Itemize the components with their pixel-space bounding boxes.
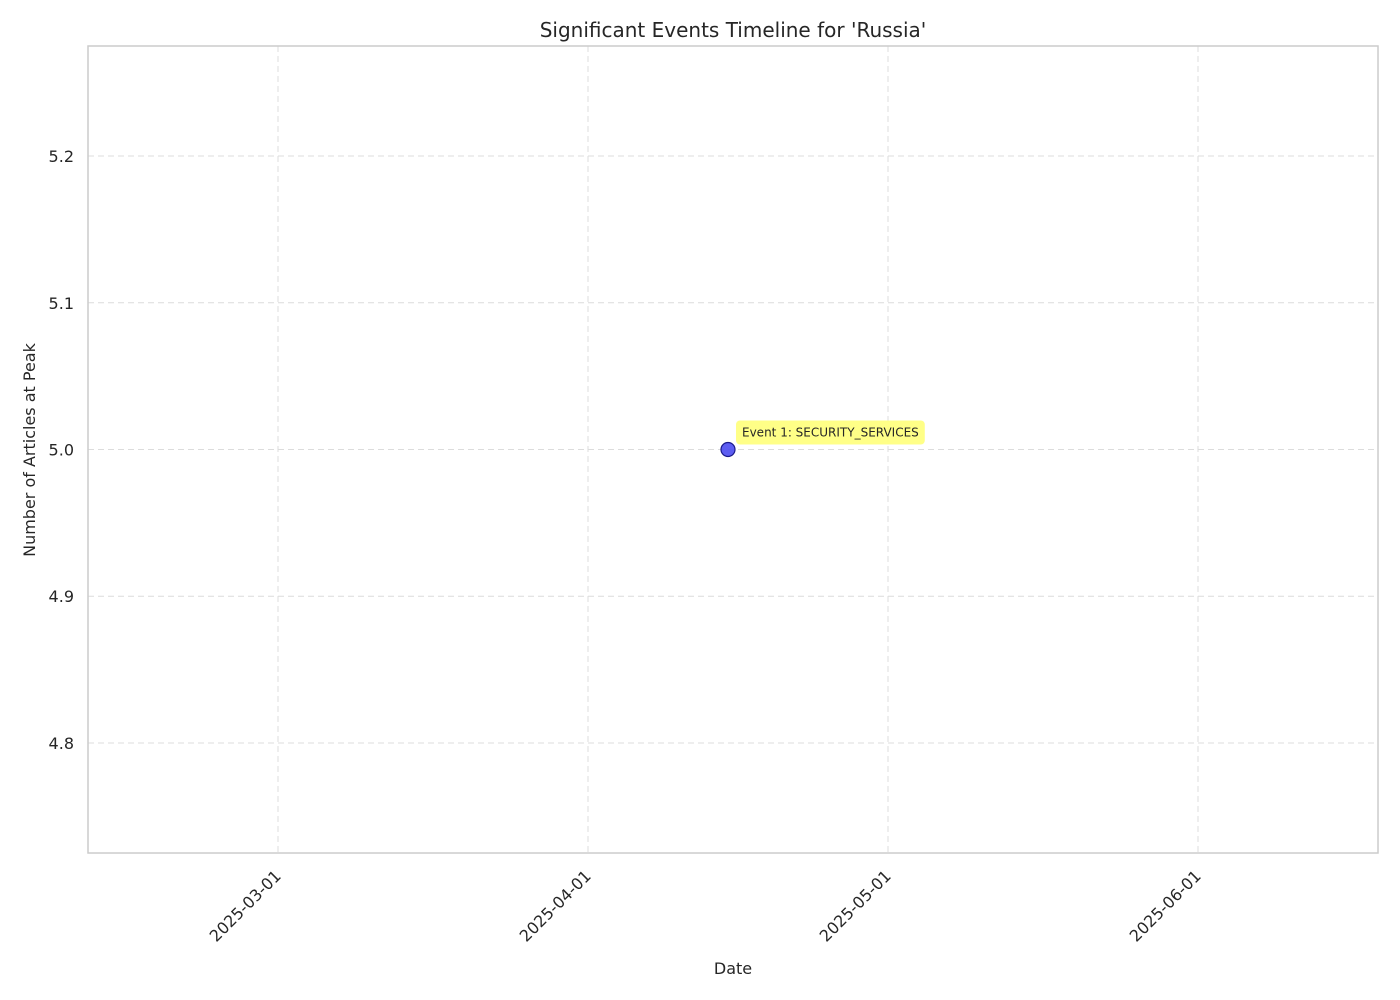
plot-frame bbox=[87, 45, 1379, 854]
y-axis-label: Number of Articles at Peak bbox=[20, 342, 39, 557]
data-point bbox=[720, 441, 736, 458]
x-tick-label: 2025-03-01 bbox=[206, 866, 285, 945]
ticks-layer: 2025-03-01 2025-04-01 2025-05-01 2025-06-01… bbox=[49, 147, 1205, 946]
grid-layer bbox=[88, 46, 1378, 853]
y-tick-label: 5.0 bbox=[49, 441, 74, 460]
y-tick-label: 4.8 bbox=[49, 734, 74, 753]
x-tick-label: 2025-06-01 bbox=[1126, 866, 1205, 945]
marks-layer: Event 1: SECURITY_SERVICES bbox=[720, 420, 925, 458]
x-axis-label: Date bbox=[714, 959, 752, 978]
x-tick-label: 2025-04-01 bbox=[516, 866, 595, 945]
y-tick-label: 5.1 bbox=[49, 294, 74, 313]
annotation-text: Event 1: SECURITY_SERVICES bbox=[742, 426, 919, 440]
x-tick-label: 2025-05-01 bbox=[816, 866, 895, 945]
chart-title: Significant Events Timeline for 'Russia' bbox=[540, 18, 927, 42]
annotation-box bbox=[736, 420, 925, 445]
y-tick-label: 4.9 bbox=[49, 587, 74, 606]
y-tick-label: 5.2 bbox=[49, 147, 74, 166]
